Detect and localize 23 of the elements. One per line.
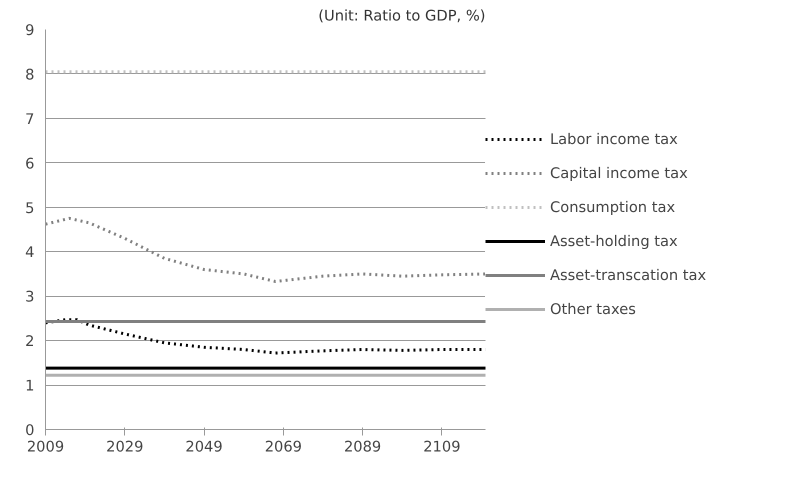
x-tick-label: 2089: [344, 438, 382, 456]
y-tick-label: 1: [25, 378, 35, 395]
y-tick-label: 4: [25, 244, 35, 262]
legend-label: Capital income tax: [550, 164, 688, 182]
text: (Unit: Ratio to GDP, %): [318, 8, 486, 24]
y-tick-label: 6: [25, 155, 35, 172]
x-tick-label: 2069: [264, 438, 302, 456]
x-tick-label: 2049: [185, 438, 223, 456]
y-tick-label: 0: [25, 422, 35, 439]
y-tick-label: 7: [25, 110, 35, 128]
y-tick-label: 5: [25, 200, 35, 217]
legend-label: Labor income tax: [550, 130, 678, 148]
x-tick-label: 2029: [106, 438, 144, 456]
y-tick-label: 9: [25, 22, 35, 39]
x-tick-label: 2109: [423, 438, 461, 456]
legend-label: Asset-transcation tax: [550, 266, 706, 284]
y-tick-label: 3: [25, 288, 35, 306]
legend-label: Asset-holding tax: [550, 232, 678, 250]
x-tick-label: 2009: [26, 438, 64, 456]
y-tick-label: 2: [25, 333, 35, 350]
legend-label: Consumption tax: [550, 198, 676, 216]
legend-label: Other taxes: [550, 300, 636, 318]
y-tick-label: 8: [25, 66, 35, 84]
